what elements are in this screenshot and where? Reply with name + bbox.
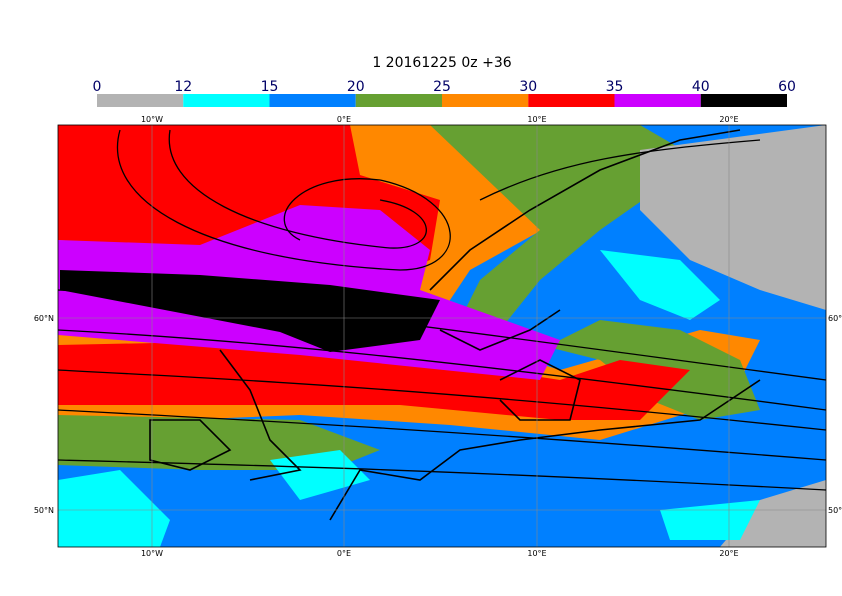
color-bin [269, 94, 356, 107]
map [58, 125, 826, 547]
lat-label: 60°N [828, 314, 842, 323]
colorbar: 0 12 15 20 25 30 35 40 60 [93, 79, 796, 107]
region [58, 470, 170, 547]
region [270, 450, 370, 500]
colorbar-label: 15 [261, 79, 279, 95]
title: 1 20161225 0z +36 [372, 55, 511, 71]
isobar [116, 129, 451, 271]
region [430, 125, 760, 420]
land [640, 125, 826, 310]
colorbar-label: 30 [519, 79, 537, 95]
region [600, 250, 720, 320]
color-bin [614, 94, 701, 107]
color-bin [528, 94, 615, 107]
region [58, 340, 690, 420]
color-bin [355, 94, 442, 107]
lat-label: 60°N [34, 314, 54, 323]
colorbar-label: 60 [778, 79, 796, 95]
coastline [149, 129, 761, 521]
lon-label: 0°E [337, 549, 351, 558]
color-bin [700, 94, 787, 107]
isobar [58, 289, 826, 381]
isobar [479, 139, 761, 201]
map-frame [57, 124, 827, 548]
lon-label: 10°W [141, 115, 163, 124]
color-bin [97, 94, 184, 107]
graticule [58, 125, 826, 547]
color-bin [442, 94, 529, 107]
lon-label: 20°E [719, 549, 738, 558]
colorbar-label: 12 [174, 79, 192, 95]
axis-labels: 10°W 10°W 0°E 0°E 10°E 10°E 20°E 20°E 60°N 60°N 50… [34, 115, 842, 558]
isobar [58, 459, 826, 491]
isobar [58, 369, 826, 431]
lon-label: 10°W [141, 549, 163, 558]
isobar [58, 329, 826, 411]
lon-label: 10°E [527, 115, 546, 124]
lat-label: 50°N [34, 506, 54, 515]
colorbar-label: 25 [433, 79, 451, 95]
land [720, 480, 826, 547]
color-bin [183, 94, 270, 107]
lat-label: 50°N [828, 506, 842, 515]
colorbar-label: 35 [606, 79, 624, 95]
colorbar-label: 40 [692, 79, 710, 95]
region [60, 270, 440, 352]
lon-label: 0°E [337, 115, 351, 124]
isobar [58, 409, 826, 461]
colorbar-label: 0 [93, 79, 102, 95]
isobar [168, 129, 427, 249]
colorbar-label: 20 [347, 79, 365, 95]
lon-label: 20°E [719, 115, 738, 124]
lon-label: 10°E [527, 549, 546, 558]
